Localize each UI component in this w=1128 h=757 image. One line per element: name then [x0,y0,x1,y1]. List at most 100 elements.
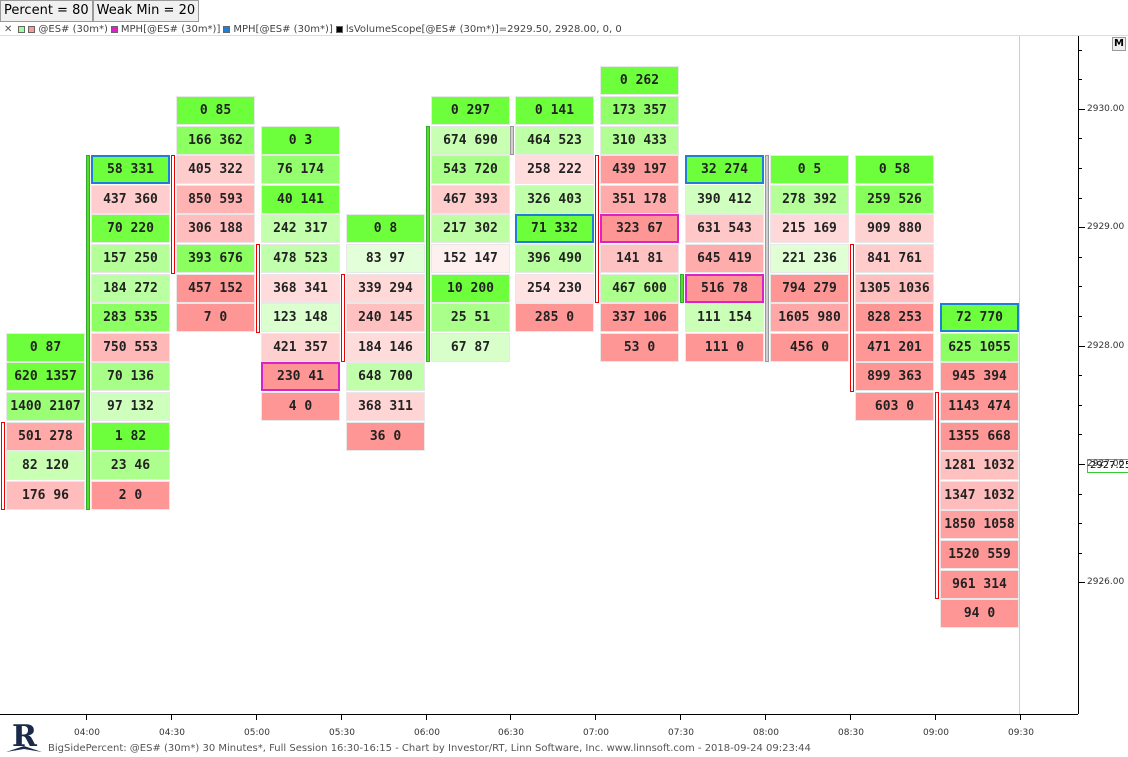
footprint-cell: 230 41 [261,362,340,392]
price-tick [1079,345,1085,347]
time-tick [1020,715,1021,720]
maximize-button[interactable]: M [1112,37,1126,51]
candle-body [850,244,854,392]
time-axis[interactable]: 04:00 04:30 05:00 05:30 06:00 06:30 07:00 07:30… [0,714,1078,740]
time-tick-label: 08:30 [838,728,864,738]
footprint-cell: 0 58 [855,155,934,185]
footprint-cell: 648 700 [346,362,425,392]
footprint-cell: 750 553 [91,332,170,362]
price-minor-tick [1079,79,1082,81]
footprint-cell: 0 262 [600,66,679,96]
footprint-cell: 393 676 [176,244,255,273]
footprint-cell: 70 220 [91,214,170,244]
price-minor-tick [1079,493,1082,495]
footprint-cell: 1143 474 [940,392,1019,421]
legend-item-mph2[interactable]: MPH[@ES# (30m*)] [233,23,333,35]
time-tick [86,715,87,720]
svg-text:R: R [12,719,38,754]
footprint-cell: 240 145 [346,303,425,333]
current-price-label: 2927.25 [1087,459,1128,473]
footprint-cell: 390 412 [685,184,764,214]
price-tick-label: 2926.00 [1087,577,1125,588]
footprint-cell: 631 543 [685,214,764,244]
price-tick-label: 2929.00 [1087,222,1125,233]
chart-footer: BigSidePercent: @ES# (30m*) 30 Minutes*,… [48,743,811,754]
percent-param[interactable]: Percent = 80 [0,0,93,22]
time-tick [680,715,681,720]
linn-software-logo: R [6,719,42,754]
footprint-cell: 166 362 [176,125,255,155]
footprint-cell: 337 106 [600,303,679,333]
time-tick [510,715,511,720]
weak-min-param[interactable]: Weak Min = 20 [92,0,200,22]
footprint-cell: 58 331 [91,155,170,185]
footprint-cell: 405 322 [176,155,255,185]
parameter-bar: Percent = 80 Weak Min = 20 [0,0,200,22]
price-minor-tick [1079,464,1082,465]
legend-swatch-down [28,25,36,33]
time-tick-label: 09:30 [1008,728,1034,738]
price-minor-tick [1079,375,1082,377]
footprint-cell: 254 230 [515,273,594,303]
legend-swatch-up [18,25,26,33]
footprint-cell: 396 490 [515,244,594,273]
footprint-cell: 625 1055 [940,332,1019,362]
legend-item-symbol[interactable]: @ES# (30m*) [38,23,108,35]
footprint-cell: 501 278 [6,421,85,451]
footprint-cell: 53 0 [600,332,679,362]
price-tick-label: 2928.00 [1087,340,1125,351]
footprint-cell: 70 136 [91,362,170,392]
footprint-cell: 543 720 [431,155,510,185]
price-minor-tick [1079,256,1082,258]
footprint-cell: 221 236 [770,244,849,273]
price-tick [1079,464,1085,465]
time-tick-label: 09:00 [923,728,949,738]
footprint-cell: 850 593 [176,184,255,214]
footprint-cell: 945 394 [940,362,1019,392]
footprint-cell: 326 403 [515,184,594,214]
legend-item-volscope[interactable]: lsVolumeScope[@ES# (30m*)]=2929.50, 2928… [345,23,622,35]
candle-body [935,392,939,600]
time-tick [256,715,257,720]
price-tick [1079,108,1085,110]
footprint-cell: 71 332 [515,214,594,244]
footprint-cell: 794 279 [770,273,849,303]
footprint-cell: 258 222 [515,155,594,185]
footprint-cell: 368 341 [261,273,340,303]
footprint-cell: 0 5 [770,155,849,185]
footprint-cell: 478 523 [261,244,340,273]
time-tick-label: 08:00 [753,728,779,738]
price-minor-tick [1079,49,1082,51]
footprint-cell: 173 357 [600,96,679,125]
footprint-cell: 1605 980 [770,303,849,333]
time-tick [341,715,342,720]
footprint-cell: 67 87 [431,332,510,362]
footprint-cell: 283 535 [91,303,170,333]
price-axis[interactable]: 2927.25 2930.00 2929.00 2928.00 2927.00 2926… [1078,36,1128,714]
footprint-cell: 123 148 [261,303,340,333]
footprint-cell: 674 690 [431,125,510,155]
footprint-cell: 152 147 [431,244,510,273]
time-tick [935,715,936,720]
candle-body [1,421,5,511]
footprint-cell: 176 96 [6,480,85,510]
price-tick [1079,227,1085,229]
footprint-cell: 828 253 [855,303,934,333]
footprint-cell: 603 0 [855,392,934,421]
footprint-cell: 0 297 [431,96,510,125]
footprint-cell: 1355 668 [940,421,1019,451]
time-tick-label: 05:30 [329,728,355,738]
footprint-cell: 23 46 [91,451,170,481]
footprint-cell: 0 87 [6,332,85,362]
candle-body [426,125,430,363]
candle-body [86,155,90,511]
chart-plot-area[interactable]: 0 87 620 1357 1400 2107 501 278 82 120 176 96… [0,36,1078,714]
footprint-cell: 899 363 [855,362,934,392]
price-minor-tick [1079,552,1082,554]
close-icon[interactable]: ✕ [4,23,13,35]
time-tick [426,715,427,720]
price-minor-tick [1079,345,1082,347]
footprint-cell: 4 0 [261,392,340,421]
legend-item-mph1[interactable]: MPH[@ES# (30m*)] [120,23,221,35]
footprint-cell: 1305 1036 [855,273,934,303]
